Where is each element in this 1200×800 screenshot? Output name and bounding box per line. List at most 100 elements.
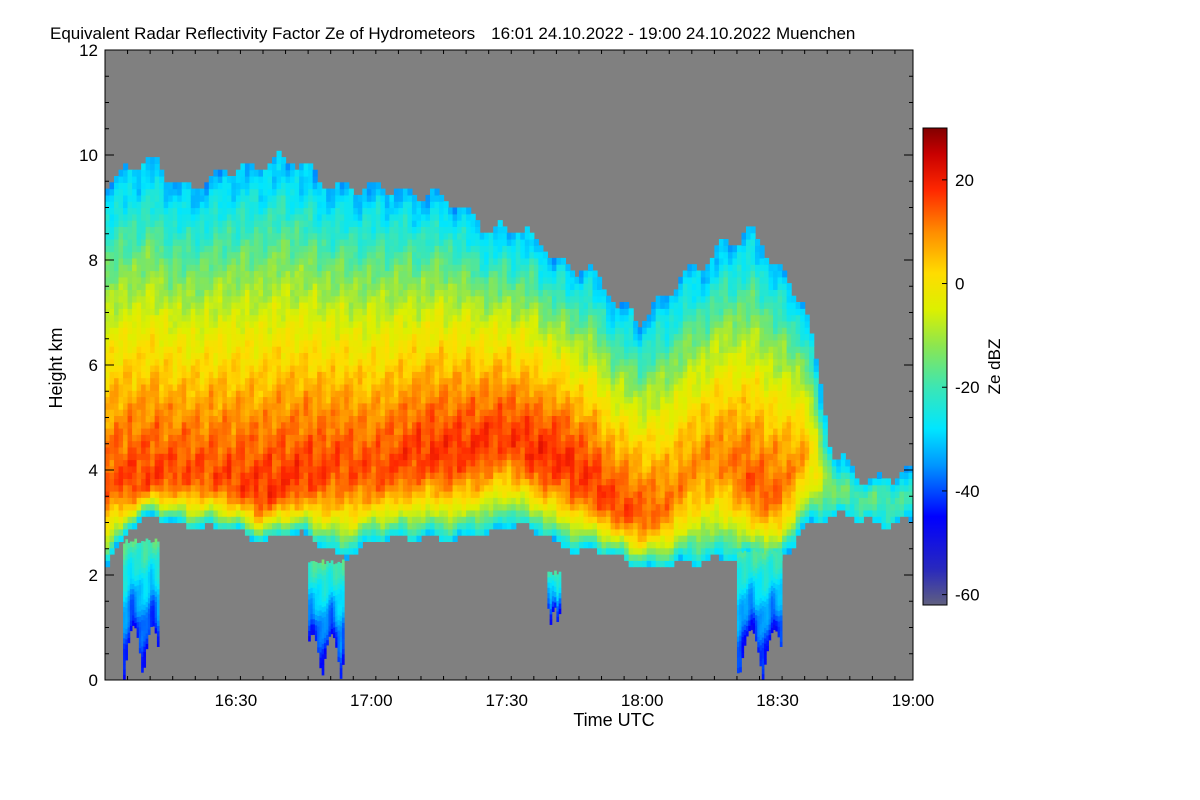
ze-cell <box>384 415 390 423</box>
ze-cell <box>262 396 269 404</box>
ze-cell <box>299 421 305 429</box>
ze-cell <box>285 176 291 183</box>
ze-cell <box>439 333 445 341</box>
ze-cell <box>249 522 255 530</box>
ze-cell <box>303 264 309 272</box>
ze-cell <box>457 440 463 448</box>
ze-cell <box>402 365 409 372</box>
ze-cell <box>213 390 219 398</box>
ze-cell <box>240 226 246 234</box>
ze-cell <box>240 283 246 290</box>
ze-cell <box>303 491 309 498</box>
ze-cell <box>348 415 354 423</box>
ze-cell <box>118 428 124 435</box>
ze-cell <box>308 176 314 183</box>
ze-cell <box>281 459 287 467</box>
ze-cell <box>348 270 354 278</box>
ze-cell <box>240 176 246 183</box>
ze-cell <box>145 421 151 429</box>
ze-cell <box>240 396 246 404</box>
ze-cell <box>222 270 228 278</box>
ze-cell <box>393 308 399 316</box>
ze-cell <box>443 509 449 517</box>
ze-cell <box>493 314 499 322</box>
ze-cell <box>231 276 237 284</box>
ze-cell <box>299 377 305 385</box>
ze-cell <box>348 365 354 372</box>
ze-cell <box>443 409 449 416</box>
ze-cell <box>136 333 142 341</box>
ze-cell <box>366 283 372 290</box>
ze-cell <box>371 226 377 234</box>
ze-cell <box>118 333 124 341</box>
ze-cell <box>380 264 386 272</box>
ze-cell <box>411 295 418 303</box>
ze-cell <box>253 201 260 209</box>
ze-cell <box>145 270 151 278</box>
ze-cell <box>448 484 454 492</box>
ze-cell <box>244 390 251 398</box>
ze-cell <box>217 213 223 221</box>
ze-cell <box>159 182 165 190</box>
ze-cell <box>357 276 363 284</box>
ze-cell <box>267 390 273 398</box>
ze-cell <box>136 409 142 416</box>
ze-cell <box>457 302 463 309</box>
ze-cell <box>141 402 147 410</box>
ze-cell <box>177 251 183 259</box>
ze-cell <box>204 182 210 190</box>
ze-cell <box>321 440 327 448</box>
ze-cell <box>159 358 165 366</box>
ze-cell <box>217 365 223 372</box>
ze-cell <box>448 396 454 404</box>
ze-cell <box>141 434 147 442</box>
ze-cell <box>272 415 278 423</box>
ze-cell <box>335 314 341 322</box>
ze-cell <box>407 320 413 328</box>
ze-cell <box>299 163 305 171</box>
ze-cell <box>145 289 151 297</box>
ze-cell <box>479 478 485 486</box>
ze-cell <box>285 472 291 479</box>
ze-cell <box>402 472 409 479</box>
ze-cell <box>470 365 476 372</box>
ze-cell <box>123 484 129 492</box>
ze-cell <box>181 377 187 385</box>
ze-cell <box>109 257 115 265</box>
ze-cell <box>389 352 395 360</box>
ze-cell <box>168 232 174 240</box>
ze-cell <box>321 270 327 278</box>
ze-cell <box>439 465 445 473</box>
ze-cell <box>204 239 210 246</box>
ze-cell <box>452 528 458 536</box>
ze-cell <box>213 245 219 253</box>
ze-cell <box>181 409 187 416</box>
ze-cell <box>339 188 345 196</box>
ze-cell <box>488 383 494 391</box>
ze-cell <box>226 509 232 517</box>
ze-cell <box>448 377 454 385</box>
ze-cell <box>407 283 413 290</box>
ze-cell <box>398 276 404 284</box>
ze-cell <box>159 239 165 246</box>
ze-cell <box>357 257 363 265</box>
ze-cell <box>416 434 422 442</box>
ze-cell <box>231 182 237 190</box>
ze-cell <box>190 346 196 353</box>
ze-cell <box>249 528 255 536</box>
ze-cell <box>177 390 183 398</box>
ze-cell <box>452 390 458 398</box>
ze-cell <box>461 232 467 240</box>
ze-cell <box>348 541 354 549</box>
ze-cell <box>339 358 345 366</box>
ze-cell <box>150 346 156 353</box>
ze-cell <box>448 434 454 442</box>
ze-cell <box>258 465 264 473</box>
ze-cell <box>208 308 214 316</box>
ze-cell <box>186 339 192 347</box>
ze-cell <box>136 383 142 391</box>
ze-cell <box>402 226 409 234</box>
ze-cell <box>420 383 427 391</box>
ze-cell <box>195 220 201 227</box>
ze-cell <box>168 270 174 278</box>
